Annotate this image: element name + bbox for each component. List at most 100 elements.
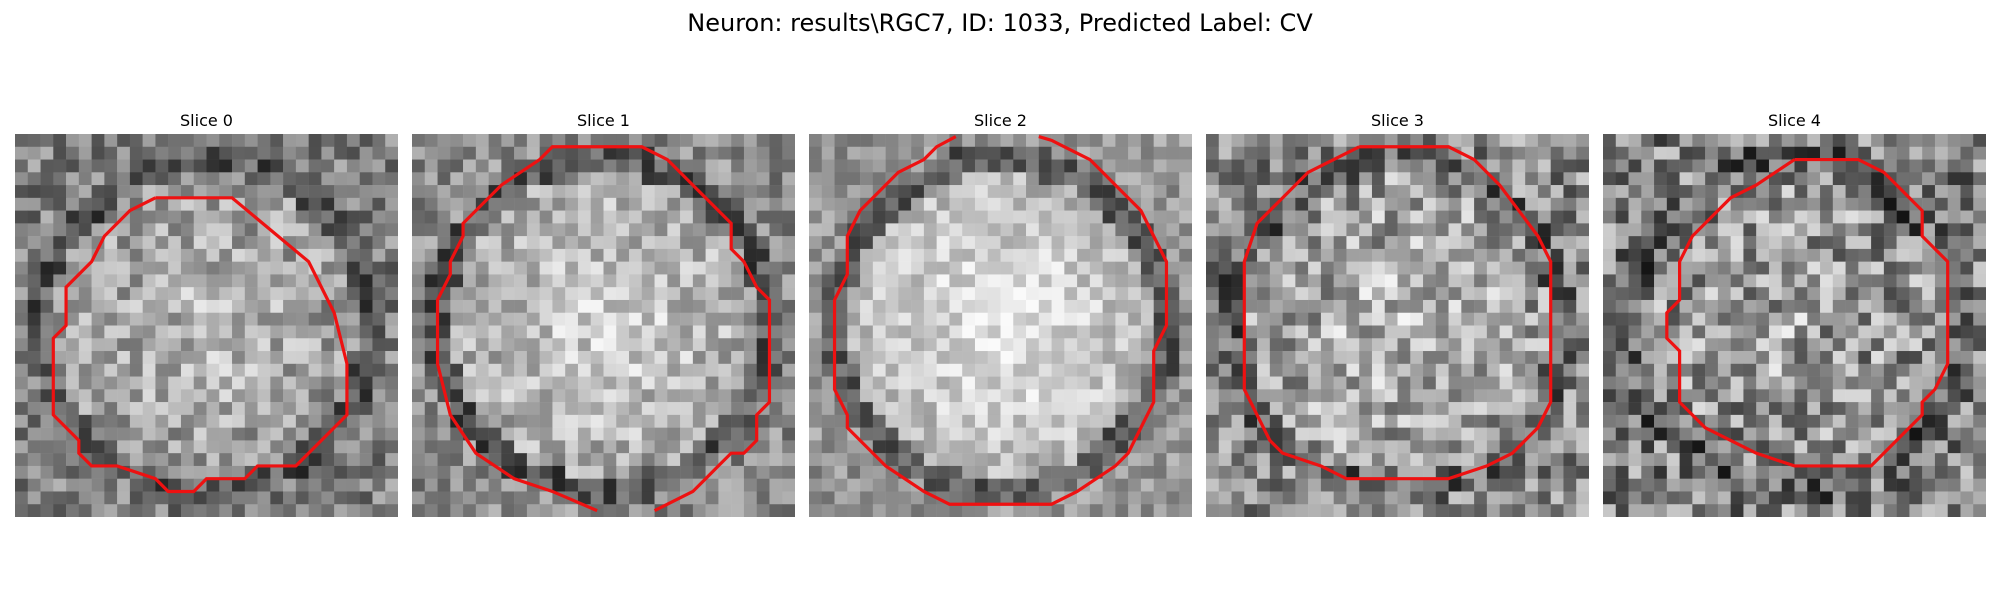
pixel bbox=[911, 414, 925, 428]
pixel bbox=[1563, 236, 1577, 250]
pixel bbox=[359, 274, 373, 288]
pixel bbox=[283, 453, 297, 467]
pixel bbox=[1934, 325, 1948, 339]
pixel bbox=[1717, 504, 1731, 517]
pixel bbox=[1781, 274, 1795, 288]
pixel bbox=[847, 402, 861, 416]
pixel bbox=[834, 440, 848, 454]
pixel bbox=[91, 223, 105, 237]
pixel bbox=[769, 427, 783, 441]
pixel bbox=[629, 197, 643, 211]
pixel bbox=[1244, 274, 1258, 288]
pixel bbox=[463, 274, 477, 288]
pixel bbox=[1934, 236, 1948, 250]
pixel bbox=[667, 223, 681, 237]
pixel bbox=[334, 376, 348, 390]
pixel bbox=[1140, 299, 1154, 313]
pixel bbox=[129, 248, 143, 262]
pixel bbox=[1641, 504, 1655, 517]
pixel bbox=[1641, 351, 1655, 365]
pixel bbox=[1486, 440, 1500, 454]
pixel bbox=[1666, 159, 1680, 173]
pixel bbox=[577, 351, 591, 365]
pixel bbox=[78, 414, 92, 428]
pixel bbox=[1474, 504, 1488, 517]
pixel bbox=[168, 491, 182, 505]
pixel bbox=[936, 236, 950, 250]
pixel bbox=[1512, 453, 1526, 467]
pixel bbox=[1973, 453, 1986, 467]
pixel bbox=[1320, 134, 1334, 148]
pixel bbox=[1896, 414, 1910, 428]
pixel bbox=[424, 338, 438, 352]
pixel bbox=[718, 134, 732, 148]
pixel bbox=[15, 440, 29, 454]
pixel bbox=[987, 197, 1001, 211]
pixel bbox=[1231, 210, 1245, 224]
pixel bbox=[244, 363, 258, 377]
pixel bbox=[1576, 274, 1589, 288]
pixel bbox=[1089, 402, 1103, 416]
pixel bbox=[1346, 248, 1360, 262]
pixel bbox=[1512, 363, 1526, 377]
pixel bbox=[78, 134, 92, 148]
pixel bbox=[1705, 185, 1719, 199]
pixel bbox=[1934, 146, 1948, 160]
pixel bbox=[1871, 223, 1885, 237]
pixel bbox=[872, 363, 886, 377]
pixel bbox=[705, 453, 719, 467]
pixel bbox=[898, 274, 912, 288]
pixel bbox=[1166, 376, 1180, 390]
pixel bbox=[1115, 402, 1129, 416]
pixel bbox=[962, 299, 976, 313]
pixel bbox=[1282, 376, 1296, 390]
pixel bbox=[629, 159, 643, 173]
slice-panel-3: Slice 3 bbox=[1206, 108, 1589, 517]
pixel bbox=[590, 134, 604, 148]
pixel bbox=[1756, 338, 1770, 352]
pixel bbox=[565, 351, 579, 365]
pixel bbox=[78, 172, 92, 186]
pixel bbox=[1934, 440, 1948, 454]
pixel bbox=[334, 274, 348, 288]
pixel bbox=[117, 325, 131, 339]
pixel bbox=[1781, 491, 1795, 505]
pixel bbox=[1832, 185, 1846, 199]
pixel bbox=[552, 236, 566, 250]
pixel bbox=[155, 402, 169, 416]
pixel bbox=[1295, 376, 1309, 390]
pixel bbox=[1218, 287, 1232, 301]
pixel bbox=[743, 363, 757, 377]
pixel bbox=[885, 325, 899, 339]
pixel bbox=[1909, 274, 1923, 288]
pixel bbox=[1308, 248, 1322, 262]
pixel bbox=[1960, 325, 1974, 339]
pixel bbox=[872, 159, 886, 173]
pixel bbox=[1077, 287, 1091, 301]
pixel bbox=[1474, 185, 1488, 199]
pixel bbox=[1922, 146, 1936, 160]
pixel bbox=[782, 223, 795, 237]
pixel bbox=[769, 274, 783, 288]
pixel bbox=[718, 172, 732, 186]
pixel bbox=[232, 159, 246, 173]
pixel bbox=[1359, 159, 1373, 173]
pixel bbox=[616, 146, 630, 160]
pixel bbox=[1346, 185, 1360, 199]
pixel bbox=[1756, 465, 1770, 479]
pixel bbox=[91, 453, 105, 467]
pixel bbox=[129, 172, 143, 186]
pixel bbox=[1768, 376, 1782, 390]
pixel bbox=[821, 261, 835, 275]
pixel bbox=[731, 287, 745, 301]
pixel bbox=[283, 236, 297, 250]
pixel bbox=[731, 185, 745, 199]
pixel bbox=[1845, 402, 1859, 416]
pixel bbox=[756, 465, 770, 479]
pixel bbox=[193, 325, 207, 339]
pixel bbox=[1820, 159, 1834, 173]
pixel bbox=[1359, 312, 1373, 326]
pixel bbox=[168, 427, 182, 441]
pixel bbox=[936, 414, 950, 428]
pixel bbox=[1896, 210, 1910, 224]
